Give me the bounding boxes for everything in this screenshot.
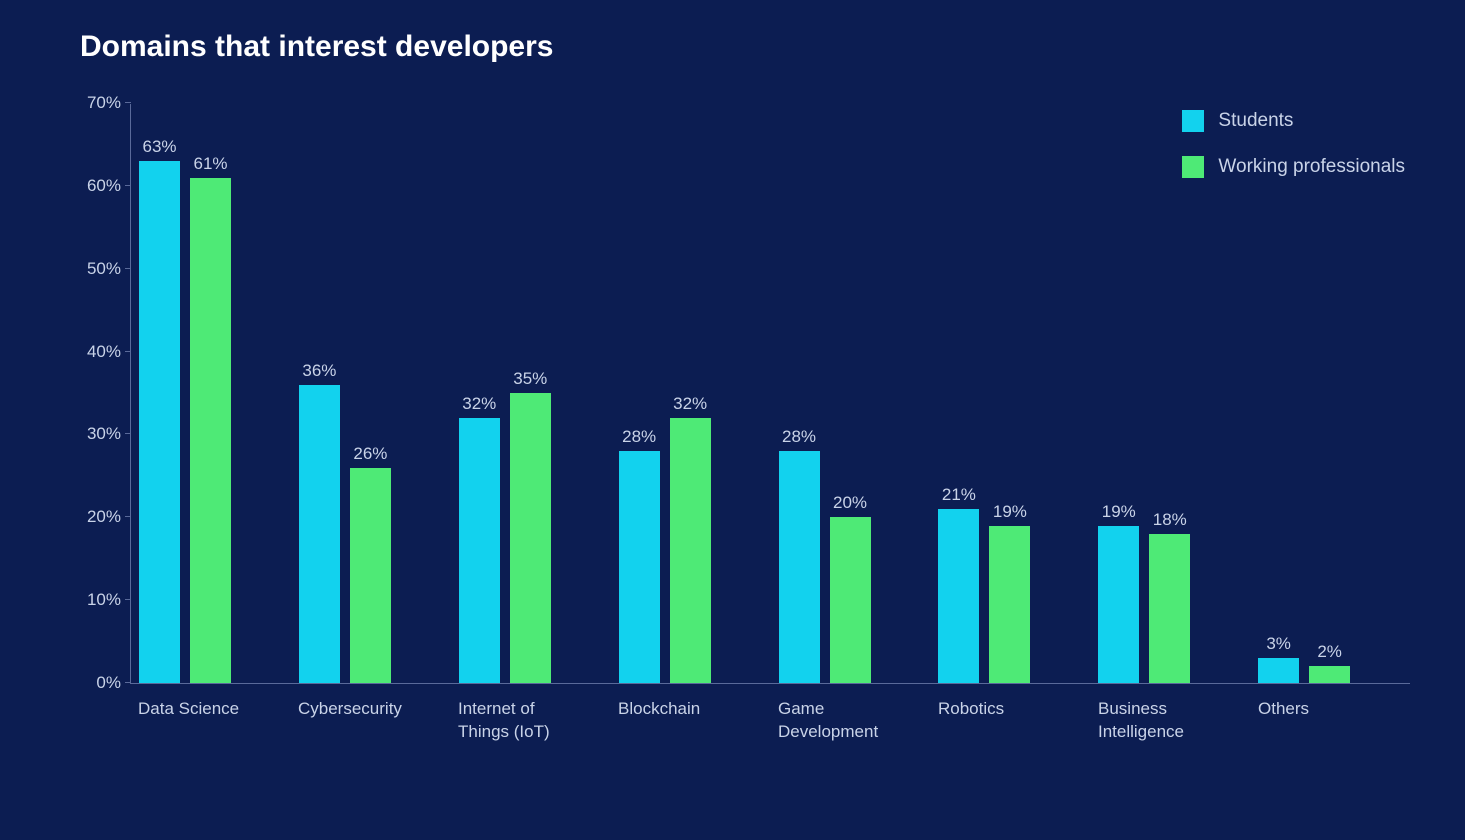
bar: 35% [510,393,551,683]
bar-group: 63%61% [131,104,291,683]
y-axis-tick-mark [125,599,131,600]
bar-value-label: 3% [1258,634,1299,654]
y-axis-tick-label: 0% [71,673,121,693]
x-axis-label: Data Science [130,698,290,744]
y-axis-tick-label: 60% [71,176,121,196]
y-axis-tick-mark [125,268,131,269]
bar: 2% [1309,666,1350,683]
bar: 32% [670,418,711,683]
y-axis-tick-mark [125,185,131,186]
y-axis-tick-label: 40% [71,342,121,362]
y-axis-tick-mark [125,682,131,683]
bar-value-label: 36% [299,361,340,381]
bar-value-label: 21% [938,485,979,505]
y-axis-tick-mark [125,351,131,352]
x-axis-label: Blockchain [610,698,770,744]
bar-groups: 63%61%36%26%32%35%28%32%28%20%21%19%19%1… [131,104,1410,683]
y-axis-tick-mark [125,433,131,434]
bar-value-label: 26% [350,444,391,464]
bar: 32% [459,418,500,683]
bar-value-label: 18% [1149,510,1190,530]
x-axis-label: Robotics [930,698,1090,744]
y-axis-tick-mark [125,102,131,103]
y-axis-tick-label: 50% [71,259,121,279]
y-axis-tick-label: 70% [71,93,121,113]
y-axis-tick-label: 30% [71,424,121,444]
bar-group: 28%32% [611,104,771,683]
bar-group: 21%19% [930,104,1090,683]
bar-value-label: 32% [670,394,711,414]
y-axis-tick-label: 20% [71,507,121,527]
bar: 28% [779,451,820,683]
x-axis-label: BusinessIntelligence [1090,698,1250,744]
chart-root: Domains that interest developers Student… [0,0,1465,840]
chart-title: Domains that interest developers [80,30,1425,64]
bar: 19% [989,526,1030,683]
bar-group: 36%26% [291,104,451,683]
bar: 21% [938,509,979,683]
x-axis-label: Others [1250,698,1410,744]
bar-group: 3% 2% [1250,104,1410,683]
y-axis-tick-label: 10% [71,590,121,610]
bar-value-label: 32% [459,394,500,414]
plot-area: 63%61%36%26%32%35%28%32%28%20%21%19%19%1… [130,104,1410,684]
x-axis-labels: Data ScienceCybersecurityInternet ofThin… [130,698,1410,744]
bar-group: 28%20% [771,104,931,683]
bar-value-label: 63% [139,137,180,157]
bar: 3% [1258,658,1299,683]
bar-group: 19%18% [1090,104,1250,683]
x-axis-label: Cybersecurity [290,698,450,744]
x-axis-label: GameDevelopment [770,698,930,744]
bar-value-label: 61% [190,154,231,174]
bar: 19% [1098,526,1139,683]
bar-value-label: 35% [510,369,551,389]
bar-group: 32%35% [451,104,611,683]
bar-value-label: 28% [779,427,820,447]
x-axis-label: Internet ofThings (IoT) [450,698,610,744]
bar: 36% [299,385,340,683]
bar-value-label: 2% [1309,642,1350,662]
bar-value-label: 20% [830,493,871,513]
y-axis-tick-mark [125,516,131,517]
bar: 18% [1149,534,1190,683]
bar-value-label: 19% [1098,502,1139,522]
bar: 63% [139,161,180,683]
bar-value-label: 28% [619,427,660,447]
bar: 26% [350,468,391,683]
bar-value-label: 19% [989,502,1030,522]
bar: 61% [190,178,231,683]
plot-wrap: 63%61%36%26%32%35%28%32%28%20%21%19%19%1… [130,104,1410,744]
bar: 20% [830,517,871,683]
bar: 28% [619,451,660,683]
